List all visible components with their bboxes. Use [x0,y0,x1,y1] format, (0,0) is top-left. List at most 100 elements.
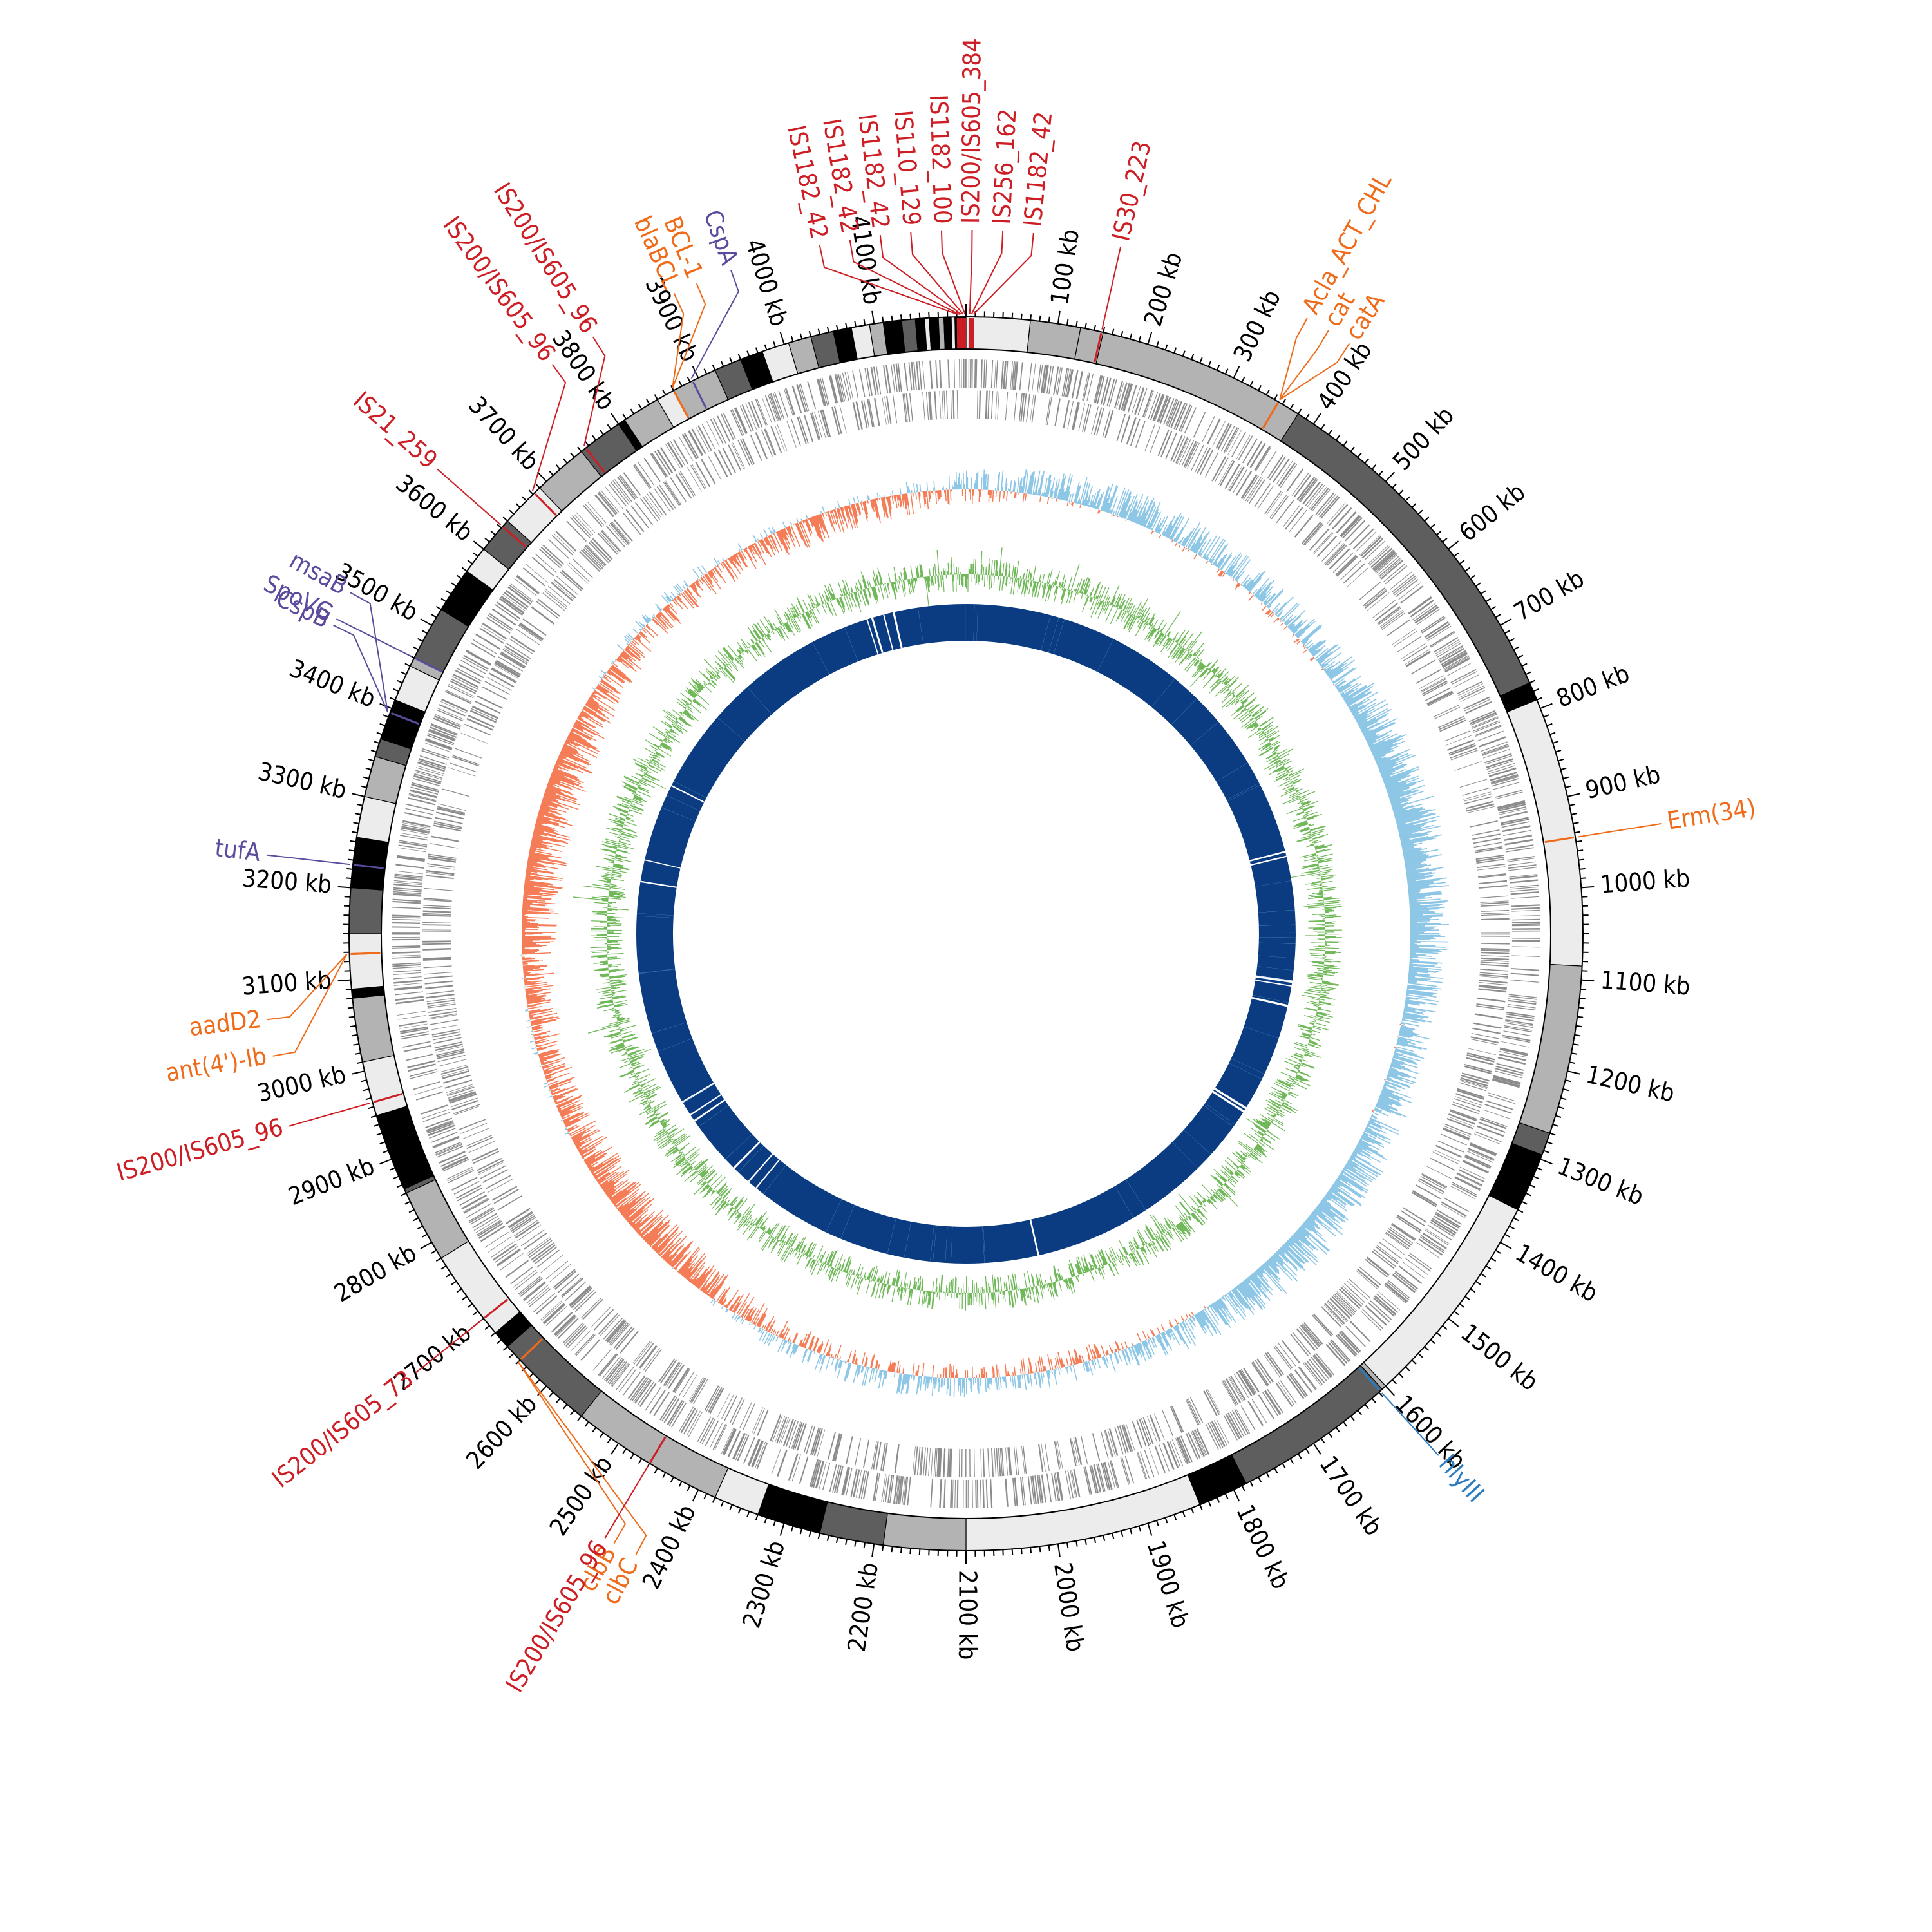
feature-leader-line [1279,317,1308,400]
feature-label-resistance: ant(4')-Ib [164,1041,269,1087]
blast-identity-ring [636,604,1296,1264]
feature-leader-line [1381,1392,1439,1456]
tick-label: 1500 kb [1455,1318,1543,1396]
contig-segment-31 [350,837,389,891]
gc-content-track [573,547,1342,1311]
contig-segment-22 [440,1240,521,1334]
feature-leader-line [1101,247,1121,330]
feature-leader-line [583,336,606,446]
tick-label: 3500 kb [331,557,423,627]
feature-leader-line [267,954,348,1021]
feature-label-insertion: IS110_129 [889,109,926,227]
feature-mark [1358,1367,1380,1391]
contig-segment-16 [819,1501,888,1546]
feature-mark [520,1338,544,1360]
feature-label-insertion: IS30_223 [1106,138,1157,243]
feature-leader-line [1279,343,1350,401]
tick-label: 900 kb [1583,760,1663,804]
feature-mark [692,381,707,409]
feature-label-insertion: IS256_162 [987,108,1021,225]
feature-leader-line [272,954,348,1057]
feature-leader-line [289,1102,370,1127]
feature-mark [1094,332,1103,363]
feature-leader-line [415,1320,482,1374]
feature-mark [972,318,974,348]
tick-label: 2100 kb [954,1570,982,1660]
tick-mark-path [337,304,1595,1564]
tick-label: 1300 kb [1554,1151,1648,1211]
contig-segment-57 [882,319,905,355]
cds-reverse-strand [422,390,1510,1478]
feature-leader-line [333,625,388,712]
contig-segment-26 [362,1055,408,1117]
feature-label-insertion: IS200/IS605_96 [113,1113,286,1187]
tick-label: 2300 kb [737,1537,790,1631]
feature-leader-line [437,468,502,526]
tick-label: 2200 kb [842,1560,884,1653]
feature-label-stress: tufA [214,833,263,867]
feature-mark [415,658,442,673]
feature-mark [535,493,557,516]
tick-label: 3700 kb [463,391,545,476]
genome-backbone-ring [348,316,1584,1551]
feature-label-insertion: IS1182_42 [1018,110,1057,228]
contig-segment-63 [943,316,952,350]
feature-leader-line [1279,330,1329,401]
feature-leader-line [969,229,973,315]
feature-label-insertion: IS1182_100 [924,94,957,225]
feature-mark [354,864,384,869]
feature-leader-line [849,239,960,315]
feature-label-insertion: IS200/IS605_73 [267,1365,419,1493]
feature-mark [1544,836,1575,844]
tick-label: 4000 kb [740,236,793,330]
feature-mark [673,391,690,419]
feature-leader-line [879,234,962,315]
tick-label: 100 kb [1045,227,1084,307]
tick-label: 1200 kb [1584,1060,1678,1108]
tick-label: 1400 kb [1511,1238,1603,1308]
gc-content-above [573,547,1342,1311]
feature-label-insertion: IS200/IS605_96 [500,1535,612,1697]
tick-label: 1100 kb [1600,965,1691,1000]
contig-segment-25 [375,1105,435,1189]
feature-label-resistance: Erm(34) [1665,793,1758,835]
feature-mark [350,952,381,955]
feature-leader-line [517,1361,627,1544]
feature-label-insertion: IS21_259 [348,386,442,474]
tick-label: 300 kb [1228,285,1287,366]
kb-tick-marks [337,304,1595,1564]
feature-leader-line [604,1465,649,1539]
feature-leader-line [690,270,739,379]
feature-mark [390,712,419,725]
tick-label: 800 kb [1553,659,1634,713]
tick-label: 2400 kb [637,1501,701,1594]
backbone-inner-edge [381,348,1551,1519]
tick-label: 3800 kb [547,325,621,415]
contig-segment-27 [352,994,395,1063]
tick-label: 3100 kb [241,965,332,1000]
tick-label: 400 kb [1311,337,1378,415]
contig-segment-0 [965,316,1031,353]
feature-leader-line [350,592,388,712]
tick-label: 3000 kb [254,1060,348,1108]
feature-mark [484,1298,509,1319]
cds-forward-strand [391,359,1540,1509]
gc-content-below [606,574,1325,1294]
feature-leader-line [1578,823,1662,838]
tick-label: 500 kb [1387,401,1459,476]
feature-leader-line [672,283,706,389]
feature-label-resistance: aadD2 [187,1005,262,1041]
tick-label: 1000 kb [1599,864,1690,898]
tick-label: 3300 kb [256,757,350,804]
tick-label: 3600 kb [390,469,478,547]
tick-label: 1800 kb [1231,1501,1295,1594]
contig-segment-30 [348,887,384,934]
tick-label: 2800 kb [329,1238,421,1308]
feature-leader-line [910,232,964,315]
contig-segment-29 [348,933,384,990]
feature-leader-line [531,364,567,491]
tick-label: 200 kb [1139,249,1188,329]
feature-leader-line [972,232,1034,315]
